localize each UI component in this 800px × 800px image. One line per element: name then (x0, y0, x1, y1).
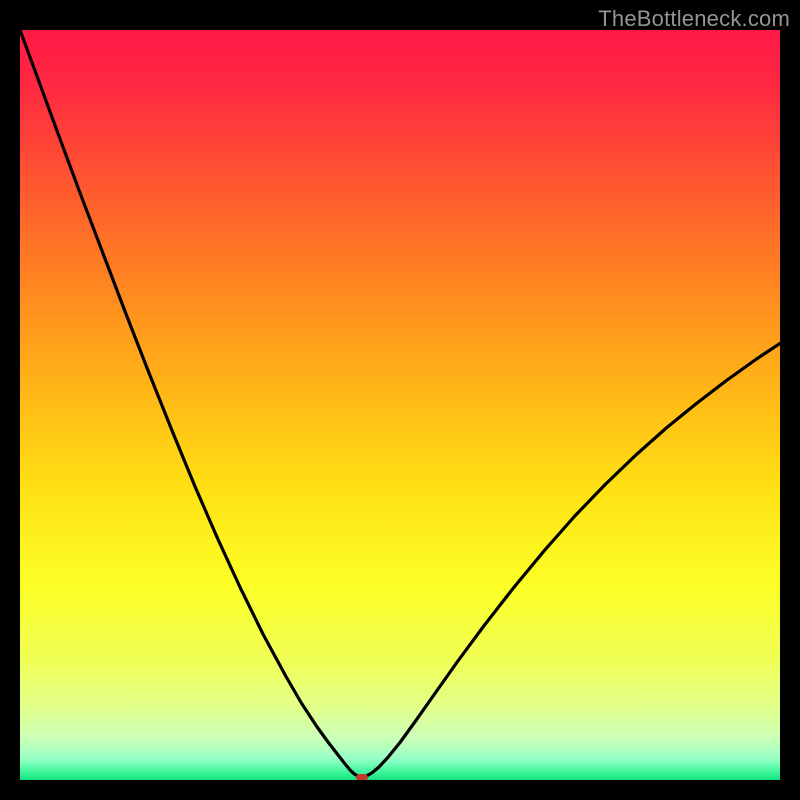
watermark-text: TheBottleneck.com (598, 6, 790, 32)
minimum-marker (356, 774, 368, 780)
plot-area (20, 30, 780, 780)
gradient-background (20, 30, 780, 780)
chart-frame: TheBottleneck.com (0, 0, 800, 800)
plot-svg (20, 30, 780, 780)
